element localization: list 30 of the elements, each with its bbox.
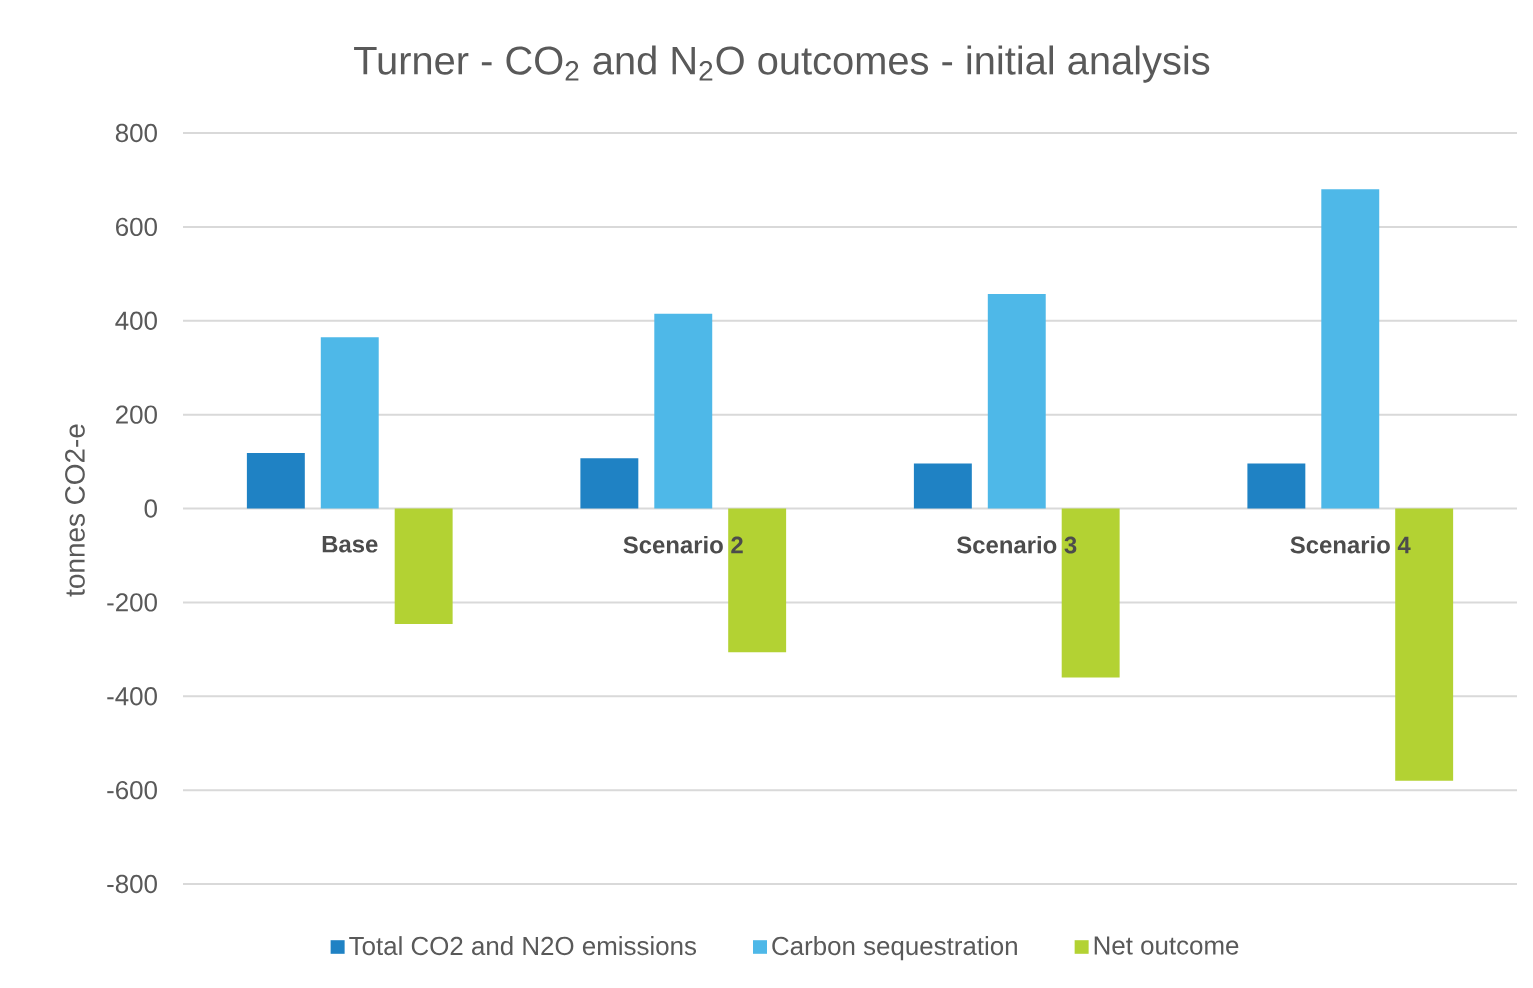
legend-label: Net outcome (1094, 936, 1239, 955)
y-tick-label: 0 (144, 499, 157, 518)
bar (246, 453, 305, 509)
y-tick-label: 200 (116, 405, 157, 424)
y-tick-label: 800 (115, 123, 157, 143)
x-tick-label: Scenario 3 (956, 535, 1077, 554)
bar (913, 463, 972, 509)
bar (1395, 508, 1454, 781)
y-tick-label: -200 (107, 593, 157, 612)
bar (394, 508, 453, 624)
bar (728, 508, 787, 653)
y-tick-label: 400 (115, 311, 157, 330)
y-tick-label: -800 (107, 874, 157, 894)
y-axis-title: tonnes CO2-e (65, 424, 85, 597)
x-tick-label: Scenario 4 (1290, 535, 1411, 554)
bar (987, 293, 1046, 509)
chart-title: Turner - CO$_{2}$ and N$_{2}$O outcomes - initial analysis (354, 45, 1210, 83)
bar (1061, 508, 1120, 678)
x-tick-label: Scenario 2 (623, 535, 743, 554)
bar (580, 458, 639, 509)
y-tick-label: -600 (107, 780, 157, 800)
bar (654, 313, 713, 509)
x-tick-label: Base (322, 535, 378, 553)
bar (320, 337, 379, 509)
y-tick-label: 600 (116, 217, 157, 237)
bar (1247, 463, 1306, 509)
legend-label: Total CO2 and N2O emissions (349, 936, 697, 956)
y-tick-label: -400 (107, 687, 157, 706)
legend-label: Carbon sequestration (772, 936, 1017, 961)
bar (1321, 189, 1380, 509)
